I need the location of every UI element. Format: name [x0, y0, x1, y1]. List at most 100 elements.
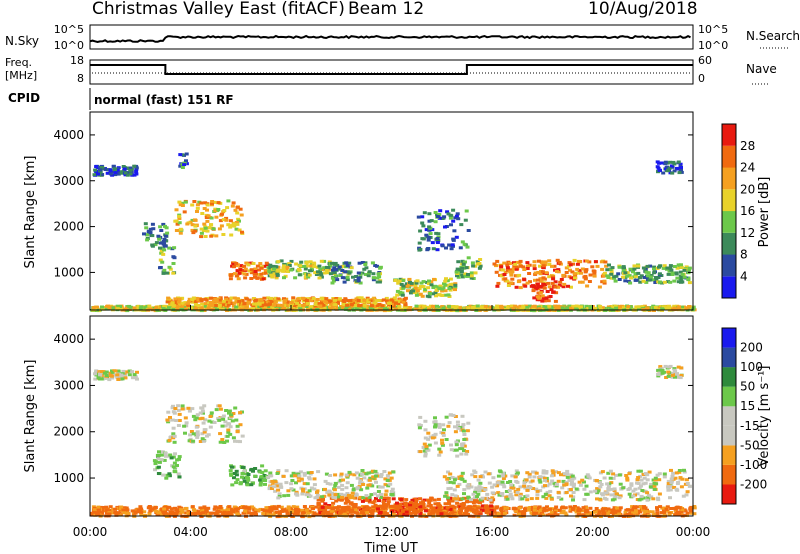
heatmap-cell [436, 497, 441, 501]
heatmap-cell [145, 238, 150, 242]
heatmap-cell [171, 271, 176, 275]
heatmap-cell [296, 510, 301, 514]
heatmap-cell [346, 299, 351, 303]
heatmap-cell [333, 261, 338, 265]
heatmap-cell [232, 505, 237, 509]
heatmap-cell [384, 299, 389, 303]
heatmap-cell [282, 297, 286, 301]
heatmap-cell [554, 291, 559, 295]
heatmap-cell [328, 272, 333, 276]
heatmap-cell [513, 509, 518, 513]
heatmap-cell [383, 483, 388, 487]
heatmap-cell [312, 487, 317, 491]
heatmap-cell [475, 495, 480, 499]
heatmap-cell [416, 510, 420, 514]
heatmap-cell [522, 268, 527, 271]
heatmap-cell [122, 511, 127, 515]
heatmap-cell [390, 509, 395, 513]
heatmap-cell [653, 476, 658, 480]
heatmap-cell [609, 276, 614, 280]
heatmap-cell [556, 268, 561, 272]
heatmap-cell [267, 269, 272, 273]
heatmap-cell [603, 507, 608, 511]
heatmap-cell [242, 302, 247, 306]
heatmap-cell [171, 455, 176, 459]
heatmap-cell [160, 260, 165, 264]
heatmap-cell [476, 515, 481, 519]
heatmap-cell [649, 495, 654, 499]
heatmap-cell [505, 279, 510, 283]
heatmap-cell [655, 512, 660, 515]
heatmap-cell [158, 258, 163, 262]
heatmap-cell [142, 510, 147, 514]
freq-panel-frame [89, 59, 694, 85]
heatmap-cell [167, 513, 172, 517]
heatmap-cell [199, 227, 204, 231]
heatmap-cell [301, 304, 306, 307]
heatmap-cell [567, 304, 572, 308]
heatmap-cell [176, 408, 181, 412]
heatmap-cell [660, 281, 665, 285]
heatmap-cell [155, 453, 160, 457]
heatmap-cell [235, 269, 240, 273]
heatmap-cell [543, 492, 548, 496]
heatmap-cell [134, 172, 139, 176]
heatmap-cell [358, 479, 363, 483]
heatmap-cell [650, 510, 655, 514]
heatmap-cell [538, 291, 543, 295]
heatmap-cell [618, 482, 623, 486]
heatmap-cell [128, 172, 133, 176]
heatmap-cell [379, 492, 384, 496]
heatmap-cell [536, 291, 541, 295]
heatmap-cell [630, 508, 635, 512]
heatmap-cell [612, 506, 617, 510]
heatmap-cell [603, 260, 608, 264]
heatmap-cell [162, 507, 167, 511]
heatmap-cell [371, 272, 376, 276]
heatmap-cell [234, 469, 239, 473]
heatmap-cell [523, 284, 528, 288]
heatmap-cell [518, 286, 523, 290]
heatmap-cell [447, 287, 452, 290]
heatmap-cell [257, 305, 262, 309]
heatmap-cell [314, 299, 319, 303]
heatmap-cell [631, 511, 636, 515]
heatmap-cell [180, 510, 185, 514]
heatmap-cell [330, 281, 335, 285]
heatmap-cell [422, 211, 427, 215]
heatmap-cell [358, 481, 363, 485]
heatmap-cell [363, 261, 368, 265]
heatmap-cell [473, 489, 478, 493]
heatmap-cell [388, 504, 393, 508]
heatmap-cell [677, 506, 682, 510]
heatmap-cell [499, 508, 504, 511]
heatmap-cell [113, 171, 118, 175]
heatmap-cell [617, 265, 622, 269]
heatmap-cell [307, 273, 312, 277]
heatmap-cell [171, 410, 176, 414]
heatmap-cell [514, 493, 519, 497]
heatmap-cell [371, 469, 375, 473]
heatmap-cell [436, 239, 441, 242]
heatmap-cell [186, 406, 191, 410]
heatmap-cell [627, 274, 632, 278]
heatmap-cell [660, 307, 665, 311]
heatmap-cell [534, 511, 539, 515]
heatmap-cell [460, 506, 464, 510]
heatmap-cell [550, 479, 555, 483]
heatmap-cell [538, 294, 542, 298]
heatmap-cell [180, 296, 185, 300]
heatmap-cell [175, 304, 180, 308]
heatmap-cell [408, 289, 413, 293]
heatmap-cell [469, 271, 474, 275]
heatmap-cell [300, 515, 305, 519]
heatmap-cell [443, 293, 448, 297]
heatmap-cell [445, 477, 450, 481]
nsearch-tick-low: 10^0 [698, 39, 728, 52]
heatmap-cell [325, 482, 330, 485]
heatmap-cell [675, 276, 680, 280]
heatmap-cell [199, 235, 204, 239]
heatmap-cell [174, 208, 179, 212]
heatmap-cell [623, 510, 628, 514]
heatmap-cell [421, 224, 426, 228]
